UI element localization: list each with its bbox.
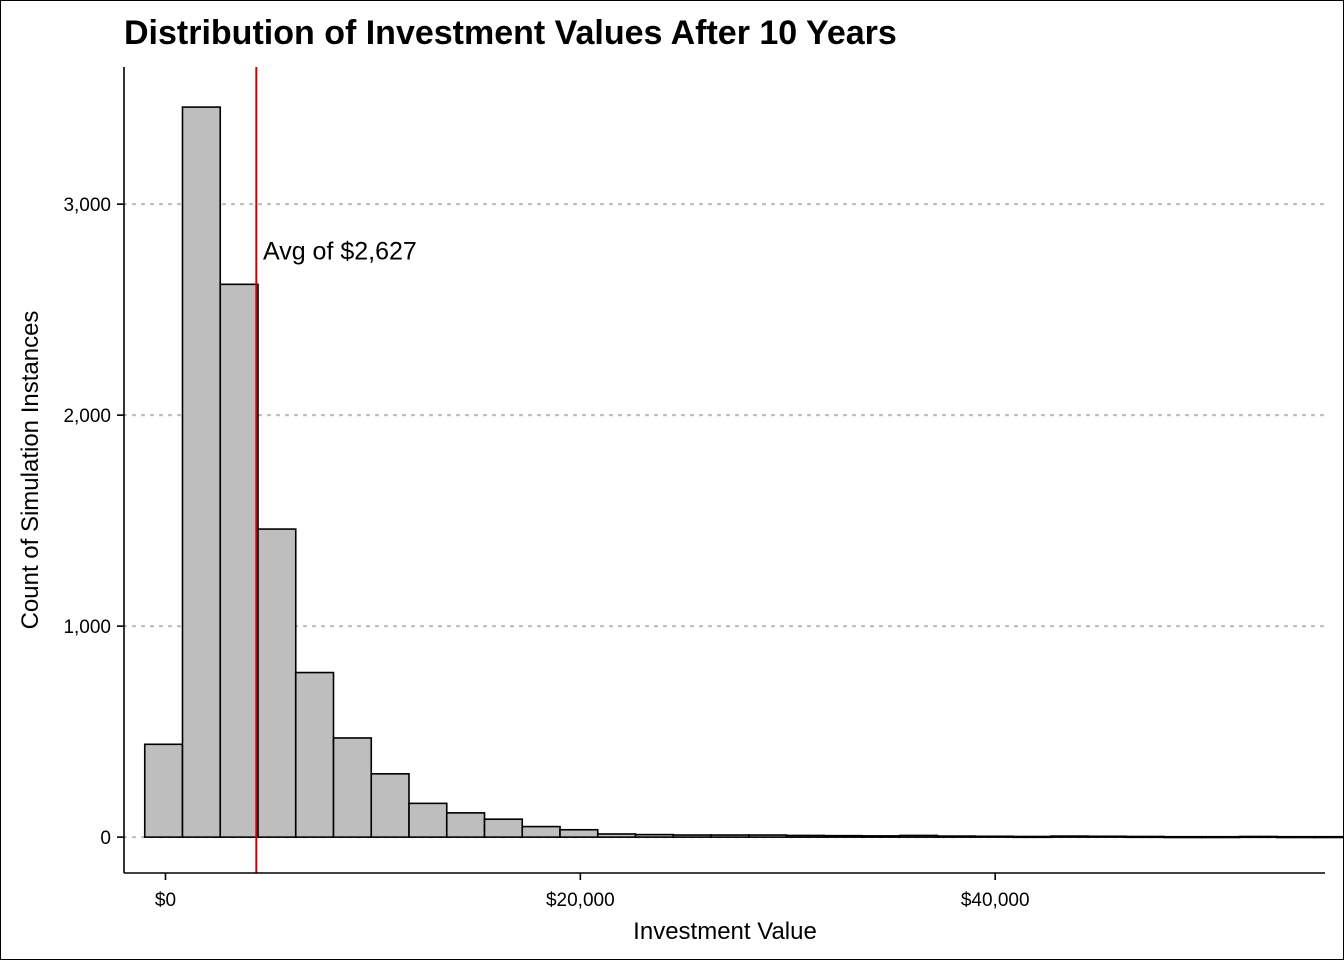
histogram-bar-14	[672, 834, 712, 838]
histogram-bar-13	[634, 833, 675, 838]
histogram-bar-1	[181, 106, 222, 838]
axis-ticks: $0 $20,000 $40,000 0 1,000 2,000 3,000	[63, 195, 1029, 911]
histogram-bar-11	[559, 828, 599, 838]
histogram-bar-26	[1125, 835, 1165, 839]
histogram-bar-19	[861, 835, 901, 838]
histogram-bar-31	[1314, 835, 1343, 839]
histogram-bar-29	[1238, 835, 1279, 839]
histogram-bar-30	[1276, 835, 1316, 839]
histogram-bar-27	[1163, 835, 1203, 839]
histogram-bar-4	[294, 671, 335, 838]
histogram-bar-9	[483, 818, 524, 838]
x-axis-title: Investment Value	[633, 918, 817, 945]
histogram-bar-18	[823, 834, 863, 838]
histogram-bars	[143, 106, 1343, 839]
histogram-bar-21	[936, 835, 977, 838]
x-tick-label-1: $20,000	[546, 890, 615, 911]
y-tick-label-0: 0	[100, 828, 111, 849]
x-tick-label-0: $0	[155, 890, 176, 911]
histogram-bar-7	[408, 802, 448, 838]
histogram-bar-3	[257, 528, 297, 838]
histogram-bar-8	[445, 812, 486, 838]
histogram-bar-6	[370, 773, 410, 838]
y-tick-label-1: 1,000	[63, 617, 111, 638]
histogram-bar-25	[1087, 835, 1128, 838]
histogram-bar-5	[332, 737, 373, 838]
histogram-bar-0	[143, 743, 184, 838]
histogram-bar-15	[710, 834, 750, 838]
histogram-bar-10	[521, 825, 561, 838]
y-axis-title: Count of Simulation Instances	[17, 311, 44, 630]
y-tick-label-3: 3,000	[63, 195, 111, 216]
histogram-bar-24	[1049, 835, 1090, 838]
histogram-bar-23	[1012, 835, 1052, 839]
histogram-bar-28	[1200, 835, 1241, 839]
histogram-bar-20	[898, 834, 939, 838]
x-tick-label-2: $40,000	[961, 890, 1030, 911]
mean-annotation: Avg of $2,627	[263, 238, 417, 266]
histogram-bar-17	[785, 834, 826, 838]
histogram-bar-12	[596, 833, 637, 838]
chart-title: Distribution of Investment Values After …	[124, 14, 897, 52]
histogram-bar-16	[747, 834, 788, 838]
histogram-bar-22	[974, 835, 1014, 838]
y-tick-label-2: 2,000	[63, 406, 111, 427]
histogram-bar-2	[219, 283, 259, 838]
